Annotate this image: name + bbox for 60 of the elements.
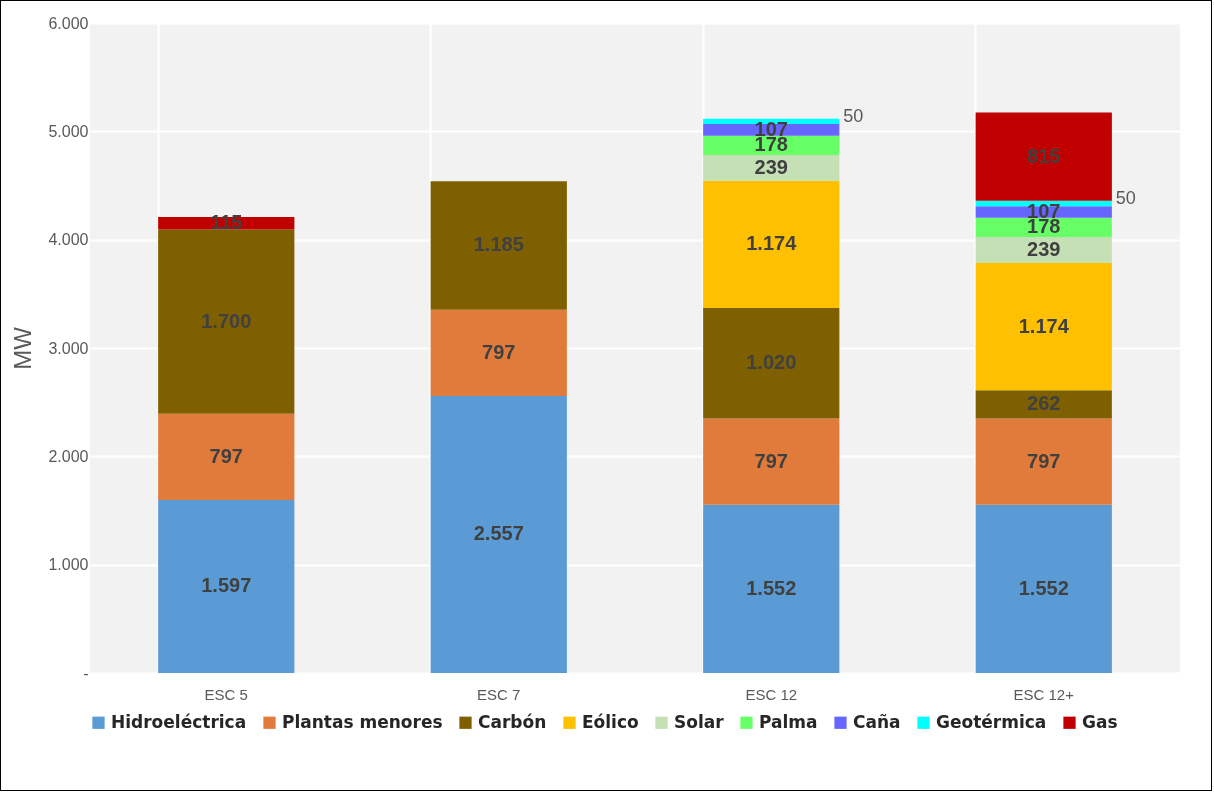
- bar: [703, 308, 840, 419]
- data-label: 115: [210, 211, 243, 234]
- data-label: 797: [209, 444, 243, 467]
- bar: [703, 504, 840, 673]
- y-tick-label: 1.000: [48, 556, 89, 574]
- bar: [703, 418, 840, 505]
- y-tick-label: 6.000: [48, 14, 89, 32]
- data-label: 1.700: [201, 309, 252, 332]
- data-label: 2.557: [473, 522, 524, 545]
- bar: [975, 504, 1112, 673]
- y-tick-label: 5.000: [48, 122, 89, 140]
- x-tick-label: ESC 7: [477, 685, 521, 703]
- data-label: 1.174: [1018, 314, 1070, 337]
- x-tick-label: ESC 12: [745, 685, 798, 703]
- x-tick-label: ESC 12+: [1013, 685, 1075, 703]
- legend-label: Hidroeléctrica: [111, 711, 247, 732]
- y-tick-label: 2.000: [48, 447, 89, 465]
- data-label: 1.552: [1018, 576, 1069, 599]
- data-label: 1.174: [746, 232, 798, 255]
- bar: [975, 112, 1112, 201]
- data-label: 797: [1027, 449, 1061, 472]
- legend-label: Carbón: [478, 711, 547, 732]
- data-label: 1.020: [746, 351, 797, 374]
- bar: [975, 418, 1112, 505]
- bar: [158, 413, 295, 500]
- bar: [975, 237, 1112, 263]
- y-tick-label: -: [83, 664, 89, 682]
- bar: [703, 154, 840, 181]
- legend-label: Palma: [759, 711, 818, 732]
- data-label: 797: [482, 340, 516, 363]
- legend-label: Gas: [1082, 711, 1118, 732]
- bar: [975, 262, 1112, 391]
- bar: [703, 180, 840, 309]
- y-tick-label: 3.000: [48, 339, 89, 357]
- bar: [703, 124, 840, 136]
- bar: [430, 309, 567, 396]
- bar: [430, 395, 567, 673]
- bar: [430, 181, 567, 310]
- data-label: 1.597: [201, 574, 252, 597]
- legend-label: Solar: [674, 711, 725, 732]
- legend-label: Eólico: [582, 711, 639, 732]
- legend-label: Plantas menores: [282, 711, 443, 732]
- bar: [158, 499, 295, 673]
- data-label: 1.185: [473, 233, 524, 256]
- y-tick-label: 4.000: [48, 231, 89, 249]
- legend-label: Geotérmica: [936, 711, 1047, 732]
- data-label: 239: [1027, 238, 1061, 261]
- data-label: 797: [754, 449, 788, 472]
- x-tick-label: ESC 5: [204, 685, 248, 703]
- data-label: 815: [1027, 144, 1061, 167]
- data-label: 50: [1115, 187, 1136, 208]
- bar: [975, 390, 1112, 419]
- data-label: 50: [843, 105, 864, 126]
- bar: [158, 229, 295, 414]
- data-label: 262: [1027, 392, 1061, 415]
- data-label: 1.552: [746, 576, 797, 599]
- data-label: 239: [754, 155, 788, 178]
- bar: [975, 206, 1112, 218]
- y-axis-title: MW: [9, 326, 37, 370]
- legend-label: Caña: [853, 711, 901, 732]
